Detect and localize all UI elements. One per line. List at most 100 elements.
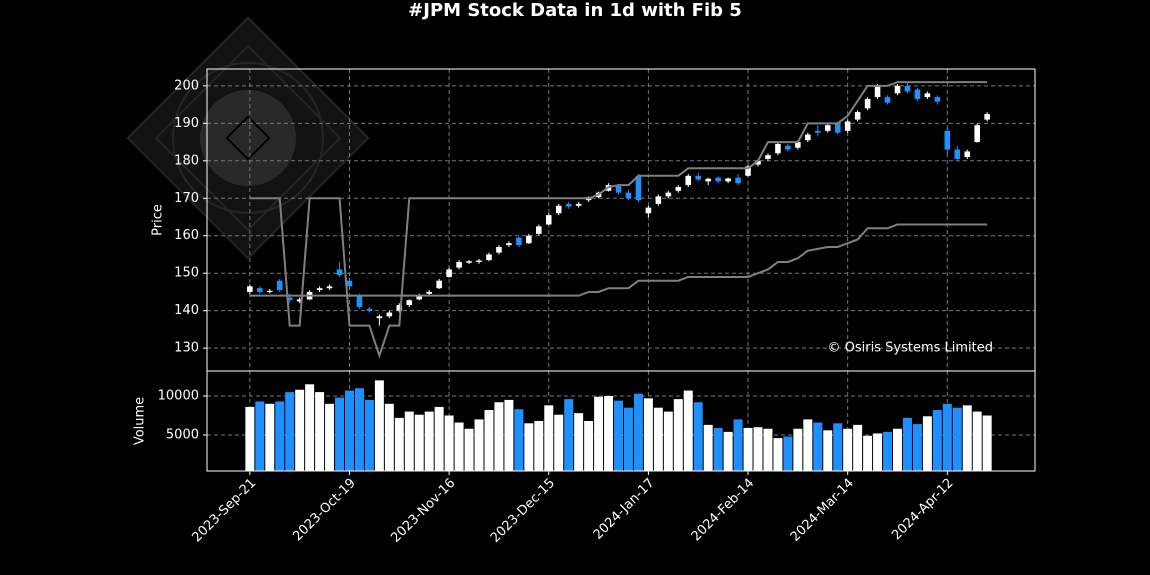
volume-bar [753,427,763,471]
candle-body [834,123,841,133]
volume-bar [643,398,653,471]
volume-bar [703,424,713,471]
candle-body [844,121,851,131]
volume-bar [932,410,942,471]
y2-tick-label: 5000 [166,428,199,443]
volume-bar [295,389,305,471]
volume-bar [574,413,584,471]
x-tick-label: 2023-Oct-19 [290,476,358,544]
candle-body [396,305,403,311]
y-tick-label: 170 [174,191,199,206]
candle-body [914,89,921,99]
volume-bar [354,388,364,471]
candle-body [565,203,572,207]
candle-body [685,175,692,186]
candle-body [675,187,682,191]
volume-bar [763,428,773,471]
candle-body [366,308,373,311]
volume-bar [275,401,285,471]
candle-body [316,288,323,291]
candle-body [854,112,861,120]
candle-body [416,295,423,300]
volume-bar [653,407,663,471]
volume-bar [494,402,504,471]
x-tick-label: 2024-Jan-17 [591,476,658,543]
volume-bar [255,401,265,471]
y-tick-label: 200 [174,78,199,93]
candle-body [715,177,721,182]
volume-bar [693,402,703,471]
volume-bar [893,428,902,471]
y-tick-label: 190 [174,116,199,131]
volume-bar [584,420,594,471]
y-tick-label: 140 [174,303,199,318]
candle-body [615,185,622,193]
volume-bar [325,403,335,471]
candle-body [436,280,442,289]
volume-bar [982,415,992,471]
volume-bar [743,427,753,471]
candle-body [665,192,672,197]
volume-bar [364,399,374,471]
volume-bar [883,431,893,471]
candle-body [894,85,901,94]
volume-bar [524,423,534,471]
volume-bar [404,411,414,471]
candle-body [486,254,492,261]
volume-bar [384,403,394,471]
candle-body [296,299,303,302]
volume-bar [912,424,922,471]
volume-bar [623,407,633,471]
candle-body [286,297,293,301]
candle-body [266,290,273,292]
volume-bar [305,384,315,471]
candle-body [984,113,990,120]
candle-body [755,160,761,165]
candle-body [516,237,522,246]
x-tick-label: 2023-Sep-21 [189,476,259,546]
chart-title: #JPM Stock Data in 1d with Fib 5 [408,0,742,21]
candle-body [655,196,662,204]
candle-body [814,130,821,133]
candle-body [356,295,363,307]
y2-axis-label: Volume [133,397,148,445]
volume-bar [534,420,544,471]
y-tick-label: 150 [174,266,199,281]
volume-bar [345,390,354,471]
candle-body [795,142,801,148]
volume-bar [335,397,345,471]
candle-body [785,145,791,150]
volume-bar [713,427,723,471]
x-tick-label: 2024-Apr-12 [889,476,956,543]
candle-body [904,85,911,92]
volume-bar [594,396,604,471]
volume-bar [315,392,325,471]
volume-bar [813,422,823,471]
volume-bar [394,417,404,471]
volume-bar [942,403,952,471]
candle-body [745,166,751,176]
annotation: © Osiris Systems Limited [828,341,993,356]
volume-bar [843,428,853,471]
candle-body [536,226,542,234]
candle-body [476,260,482,262]
volume-bar [245,406,255,471]
x-tick-label: 2024-Mar-14 [788,476,857,545]
volume-bar [554,414,564,471]
volume-bar [514,409,524,471]
volume-bar [633,393,643,471]
volume-bar [504,399,514,471]
candle-body [446,269,452,277]
y2-tick-label: 10000 [158,389,199,404]
candle-body [625,192,632,199]
volume-bar [614,400,623,471]
volume-bar [952,407,962,471]
volume-bar [783,436,793,471]
y-tick-label: 180 [174,153,199,168]
volume-bar [793,428,803,471]
candle-body [526,235,532,244]
candle-body [276,280,283,291]
candle-body [934,97,941,102]
volume-bar [853,424,863,471]
